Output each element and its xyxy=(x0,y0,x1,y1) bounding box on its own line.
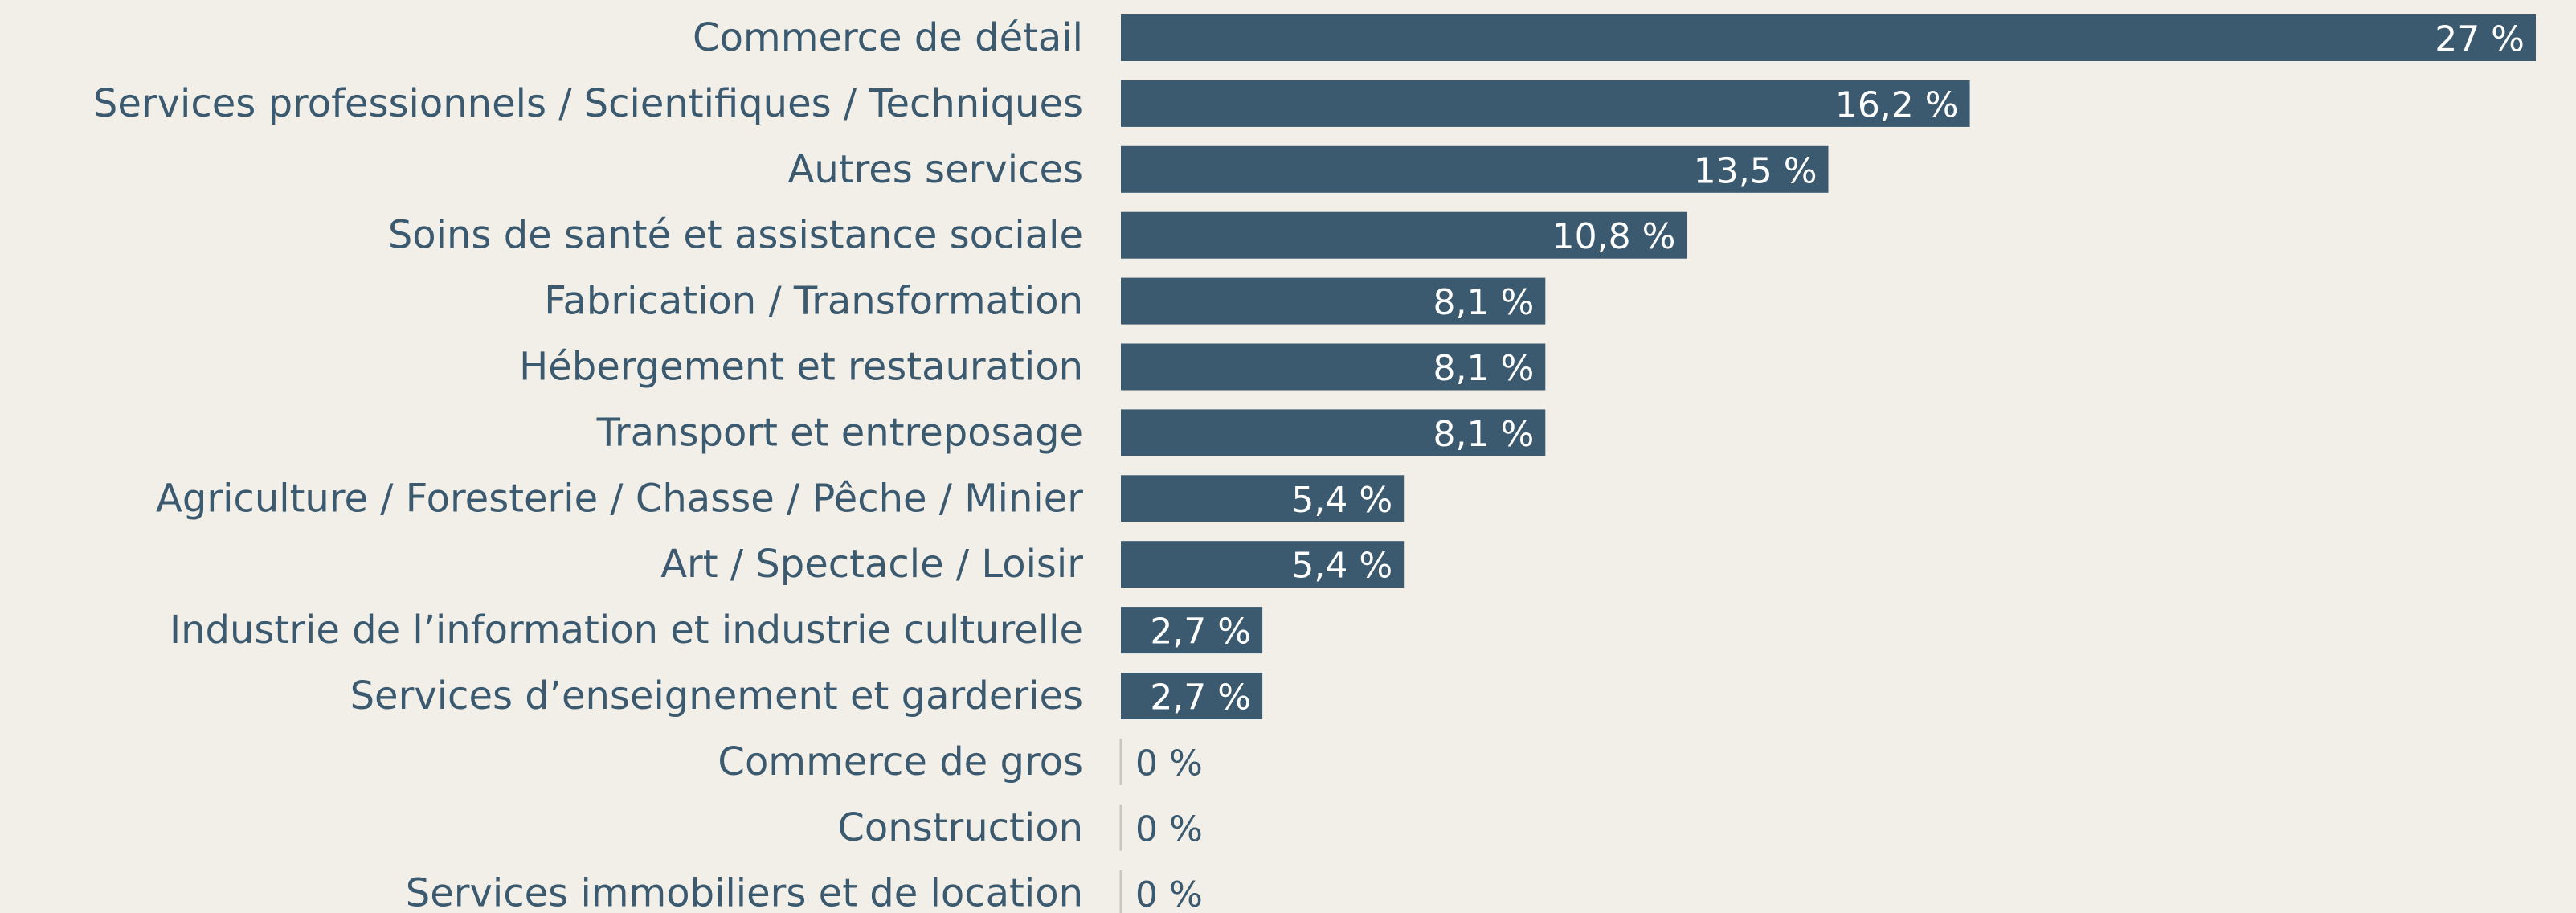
bar xyxy=(1121,607,1263,654)
value-label: 13,5 % xyxy=(1694,150,1818,191)
bar xyxy=(1121,541,1405,588)
category-label: Autres services xyxy=(788,147,1084,192)
bar xyxy=(1121,80,1970,127)
bar xyxy=(1121,673,1263,719)
value-label: 8,1 % xyxy=(1433,282,1535,323)
value-label: 2,7 % xyxy=(1150,678,1251,719)
value-label: 8,1 % xyxy=(1433,414,1535,455)
bar xyxy=(1121,343,1546,391)
value-label: 0 % xyxy=(1135,874,1203,913)
category-label: Construction xyxy=(837,805,1083,850)
category-label: Art / Spectacle / Loisir xyxy=(660,542,1083,587)
bar xyxy=(1121,475,1405,522)
category-label: Commerce de gros xyxy=(718,739,1083,784)
value-label: 5,4 % xyxy=(1291,480,1392,521)
value-label: 8,1 % xyxy=(1433,348,1535,389)
value-label: 5,4 % xyxy=(1291,546,1392,587)
category-label: Agriculture / Foresterie / Chasse / Pêch… xyxy=(156,476,1083,521)
category-label: Commerce de détail xyxy=(693,15,1083,60)
value-label: 2,7 % xyxy=(1150,612,1251,653)
category-label: Hébergement et restauration xyxy=(519,345,1083,390)
value-label: 27 % xyxy=(2435,19,2525,60)
bar xyxy=(1121,145,1829,193)
value-label: 16,2 % xyxy=(1835,84,1959,125)
value-label: 0 % xyxy=(1135,743,1203,784)
category-label: Services professionnels / Scientifiques … xyxy=(93,81,1083,126)
category-label: Services immobiliers et de location xyxy=(406,871,1083,913)
bar xyxy=(1121,211,1687,259)
category-label: Transport et entreposage xyxy=(596,410,1083,455)
bar xyxy=(1121,277,1546,325)
value-label: 10,8 % xyxy=(1552,216,1676,257)
category-label: Services d’enseignement et garderies xyxy=(350,673,1083,719)
category-label: Industrie de l’information et industrie … xyxy=(170,608,1083,653)
category-label: Soins de santé et assistance sociale xyxy=(388,213,1083,258)
bar xyxy=(1121,409,1546,456)
value-label: 0 % xyxy=(1135,809,1203,850)
category-label: Fabrication / Transformation xyxy=(544,279,1083,324)
bar xyxy=(1121,14,2536,61)
